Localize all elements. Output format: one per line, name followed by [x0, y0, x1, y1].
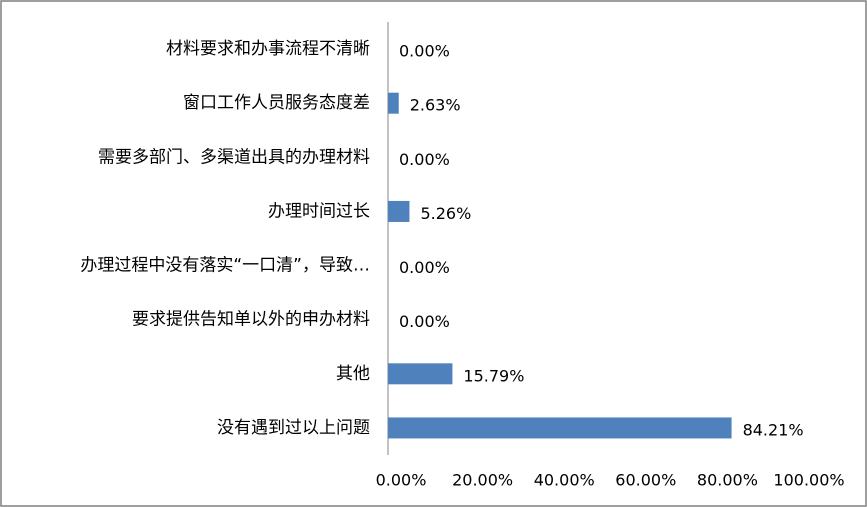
category-label: 需要多部门、多渠道出具的办理材料 [98, 147, 370, 167]
data-label: 5.26% [420, 204, 471, 223]
data-labels-group: 0.00% 2.63% 0.00% 5.26% 0.00% 0.00% 15.79% 84.2… [399, 42, 804, 440]
bar [388, 363, 453, 385]
bar [388, 200, 410, 222]
x-tick-labels-group: 0.00% 20.00% 40.00% 60.00% 80.00% 100.00% [376, 471, 845, 490]
x-tick-label: 20.00% [452, 471, 513, 490]
bar [388, 92, 399, 114]
x-tick-label: 100.00% [773, 471, 844, 490]
category-label: 要求提供告知单以外的申办材料 [132, 310, 370, 330]
bar [388, 417, 732, 439]
x-tick-label: 80.00% [697, 471, 758, 490]
data-label: 0.00% [399, 42, 450, 61]
data-label: 15.79% [463, 366, 524, 385]
data-label: 0.00% [399, 150, 450, 169]
data-label: 2.63% [410, 96, 461, 115]
x-tick-label: 40.00% [534, 471, 595, 490]
category-labels-group: 材料要求和办事流程不清晰窗口工作人员服务态度差需要多部门、多渠道出具的办理材料办… [80, 39, 370, 438]
data-label: 0.00% [399, 312, 450, 331]
data-label: 84.21% [743, 420, 804, 439]
category-label: 材料要求和办事流程不清晰 [166, 39, 370, 59]
category-label: 其他 [336, 364, 370, 384]
data-label: 0.00% [399, 258, 450, 277]
category-label: 办理时间过长 [268, 201, 370, 221]
category-label: 办理过程中没有落实“一口清”，导致… [80, 256, 370, 276]
bars-group [388, 92, 732, 439]
x-tick-label: 60.00% [615, 471, 676, 490]
category-label: 窗口工作人员服务态度差 [183, 93, 370, 113]
x-tick-label: 0.00% [376, 471, 427, 490]
category-label: 没有遇到过以上问题 [217, 418, 370, 438]
